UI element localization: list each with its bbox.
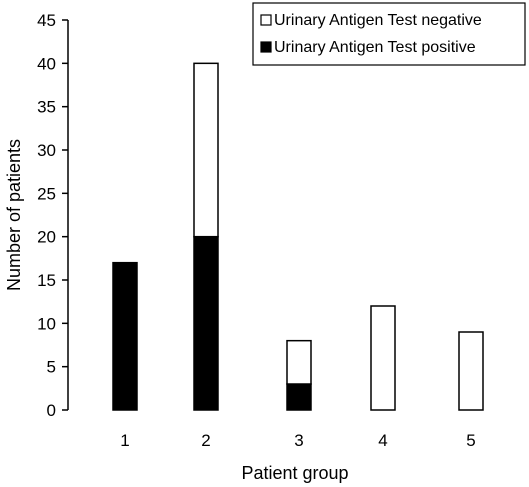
x-axis-title: Patient group: [241, 463, 348, 483]
y-tick-label: 10: [37, 314, 56, 333]
legend: Urinary Antigen Test negative Urinary An…: [252, 2, 526, 66]
bar-segment-negative: [193, 62, 219, 238]
y-tick-label: 45: [37, 11, 56, 30]
y-tick-label: 15: [37, 271, 56, 290]
legend-swatch-negative: [260, 14, 272, 26]
y-tick-label: 30: [37, 141, 56, 160]
y-axis-title: Number of patients: [4, 139, 24, 291]
bar-segment-positive: [112, 261, 138, 411]
bar-segment-positive: [286, 383, 312, 411]
bar-segment-negative: [370, 305, 396, 411]
legend-swatch-positive: [260, 41, 272, 53]
bar-segment-negative: [286, 339, 312, 385]
x-tick-label: 2: [201, 431, 210, 450]
y-tick-label: 25: [37, 184, 56, 203]
y-tick-label: 40: [37, 54, 56, 73]
y-tick-label: 20: [37, 228, 56, 247]
bar-segment-positive: [193, 235, 219, 411]
legend-frame: [252, 2, 526, 66]
bar-segment-negative: [458, 331, 484, 411]
y-tick-label: 35: [37, 98, 56, 117]
y-tick-label: 0: [47, 401, 56, 420]
y-tick-label: 5: [47, 358, 56, 377]
legend-label-positive: Urinary Antigen Test positive: [274, 39, 476, 56]
x-tick-label: 4: [378, 431, 387, 450]
x-tick-label: 5: [466, 431, 475, 450]
legend-label-negative: Urinary Antigen Test negative: [274, 12, 482, 29]
x-tick-label: 1: [120, 431, 129, 450]
x-tick-label: 3: [294, 431, 303, 450]
